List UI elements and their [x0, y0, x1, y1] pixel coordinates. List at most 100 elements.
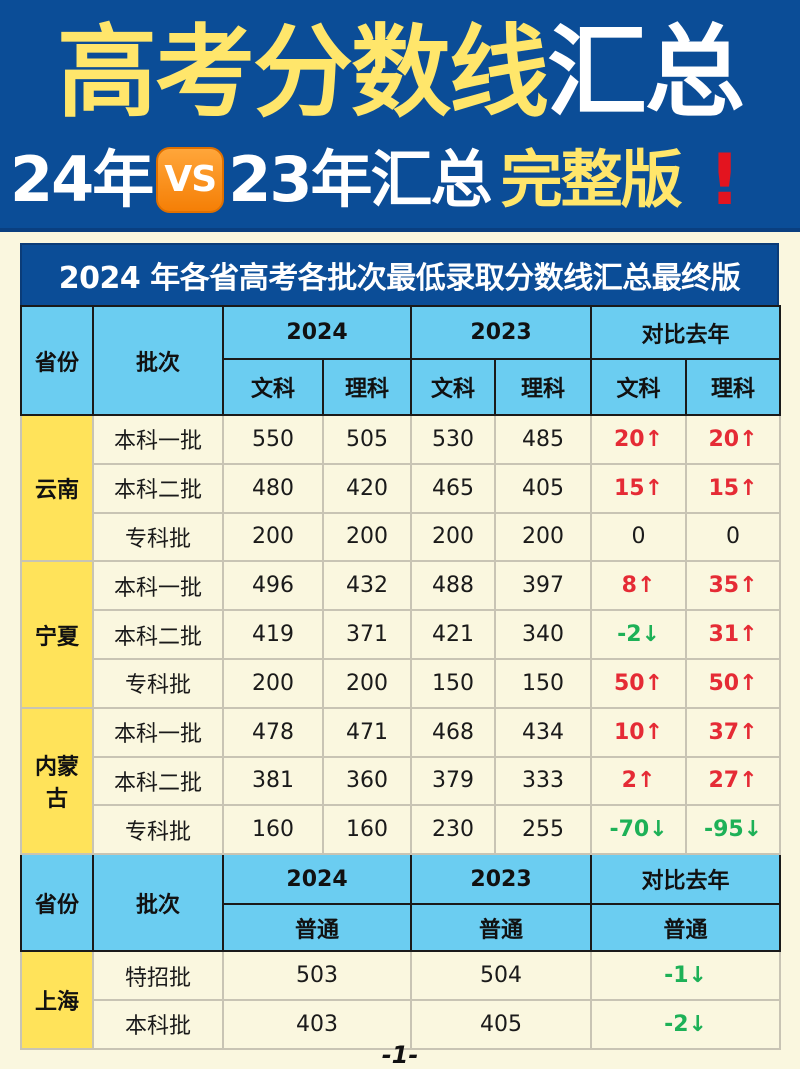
header-province-2: 省份	[20, 853, 94, 953]
batch-cell: 专科批	[92, 804, 224, 856]
title-banner: 高考分数线 汇总 24年 VS 23年汇总 完整版 !	[0, 0, 800, 232]
vs-badge-icon: VS	[156, 147, 225, 213]
second-header-row-2: 普通 普通 普通	[21, 903, 782, 953]
arts-change: 8↑	[590, 560, 688, 612]
header-2023-2: 2023	[410, 853, 593, 906]
science-2023: 340	[494, 609, 593, 660]
subtitle-full-version: 完整版	[500, 143, 683, 216]
header-compare-arts: 文科	[590, 358, 688, 416]
table-row: 本科二批 381 360 379 333 2↑ 27↑	[21, 755, 782, 807]
header-2024-arts: 文科	[222, 358, 324, 416]
science-2023: 405	[494, 462, 593, 514]
science-2023: 397	[494, 560, 593, 612]
batch-cell: 特招批	[92, 950, 224, 1001]
arts-change: -70↓	[590, 804, 688, 856]
arts-2023: 530	[410, 414, 497, 465]
subtitle: 24年 VS 23年汇总 完整版 !	[10, 140, 790, 220]
province-name-line2: 古	[45, 786, 68, 812]
science-2024: 160	[321, 804, 413, 856]
main-title-white: 汇总	[547, 14, 745, 131]
batch-cell: 专科批	[92, 511, 224, 563]
province-shanghai: 上海	[20, 950, 94, 1050]
arts-change: 15↑	[590, 462, 688, 514]
science-2023: 150	[494, 657, 593, 709]
arts-2024: 480	[222, 462, 324, 514]
header-2023-science: 理科	[494, 358, 593, 416]
general-2024: 503	[221, 950, 413, 1001]
main-title: 高考分数线 汇总	[10, 18, 790, 128]
province-name-line1: 内蒙	[34, 754, 79, 780]
score-table-container: 2024 年各省高考各批次最低录取分数线汇总最终版 省份 批次 2024 202…	[20, 243, 782, 1050]
table-row: 宁夏 本科一批 496 432 488 397 8↑ 35↑	[20, 560, 782, 709]
arts-change: 0	[590, 511, 688, 563]
science-2024: 471	[321, 706, 413, 758]
arts-2024: 381	[222, 755, 324, 807]
arts-2023: 200	[410, 511, 497, 563]
header-compare: 对比去年	[590, 305, 782, 360]
arts-2023: 150	[410, 657, 497, 709]
science-2024: 371	[321, 609, 413, 660]
science-change: 27↑	[685, 755, 782, 807]
header-province: 省份	[20, 305, 94, 416]
science-change: -95↓	[685, 804, 782, 856]
arts-change: 20↑	[590, 414, 688, 465]
science-2024: 432	[321, 560, 413, 612]
science-change: 20↑	[685, 414, 782, 465]
subtitle-year-2023: 23年汇总	[228, 143, 492, 216]
table-row: 本科二批 480 420 465 405 15↑ 15↑	[21, 462, 782, 514]
batch-cell: 本科二批	[92, 755, 224, 807]
arts-change: 2↑	[590, 755, 688, 807]
header-2024-science: 理科	[321, 358, 413, 416]
table-row: 本科批 403 405 -2↓	[21, 998, 782, 1050]
header-row-1: 省份 批次 2024 2023 对比去年	[20, 305, 782, 416]
province-yunnan: 云南	[20, 413, 94, 563]
arts-2023: 230	[410, 804, 497, 856]
arts-2024: 496	[222, 560, 324, 612]
science-change: 31↑	[685, 609, 782, 660]
header-compare-science: 理科	[685, 358, 782, 416]
province-ningxia: 宁夏	[20, 560, 94, 709]
score-table: 省份 批次 2024 2023 对比去年 文科 理科 文科 理科 文科 理科 云…	[20, 305, 782, 1050]
arts-2023: 421	[410, 609, 497, 660]
table-row: 上海 特招批 503 504 -1↓	[20, 950, 782, 1050]
arts-2023: 488	[410, 560, 497, 612]
exclamation-icon: !	[708, 139, 741, 221]
header-2024-2: 2024	[221, 853, 413, 906]
batch-cell: 本科二批	[92, 609, 224, 660]
table-row: 专科批 160 160 230 255 -70↓ -95↓	[21, 804, 782, 856]
arts-2023: 465	[410, 462, 497, 514]
header-row-2: 文科 理科 文科 理科 文科 理科	[21, 358, 782, 416]
science-change: 15↑	[685, 462, 782, 514]
table-row: 内蒙 古 本科一批 478 471 468 434 10↑ 37↑	[20, 706, 782, 856]
science-2023: 485	[494, 414, 593, 465]
arts-change: -2↓	[590, 609, 688, 660]
general-2023: 405	[410, 998, 593, 1050]
arts-2023: 379	[410, 755, 497, 807]
header-batch: 批次	[92, 305, 224, 416]
science-2024: 200	[321, 511, 413, 563]
batch-cell: 本科一批	[92, 706, 224, 758]
science-change: 37↑	[685, 706, 782, 758]
header-2023: 2023	[410, 305, 593, 360]
arts-2024: 200	[222, 657, 324, 709]
subtitle-year-2024: 24年	[10, 143, 154, 216]
arts-2024: 478	[222, 706, 324, 758]
table-row: 云南 本科一批 550 505 530 485 20↑ 20↑	[20, 413, 782, 563]
main-title-yellow: 高考分数线	[57, 14, 549, 131]
header-2024-general: 普通	[221, 903, 413, 953]
arts-2024: 419	[222, 609, 324, 660]
batch-cell: 本科批	[92, 998, 224, 1050]
table-row: 专科批 200 200 150 150 50↑ 50↑	[21, 657, 782, 709]
arts-2024: 200	[222, 511, 324, 563]
second-header-row-1: 省份 批次 2024 2023 对比去年	[20, 853, 782, 953]
arts-change: 50↑	[590, 657, 688, 709]
science-change: 0	[685, 511, 782, 563]
science-2024: 420	[321, 462, 413, 514]
header-2023-general: 普通	[410, 903, 593, 953]
page-number: -1-	[381, 1041, 419, 1069]
province-inner-mongolia: 内蒙 古	[20, 706, 94, 856]
header-2024: 2024	[221, 305, 413, 360]
table-row: 专科批 200 200 200 200 0 0	[21, 511, 782, 563]
batch-cell: 本科二批	[92, 462, 224, 514]
batch-cell: 本科一批	[92, 414, 224, 465]
